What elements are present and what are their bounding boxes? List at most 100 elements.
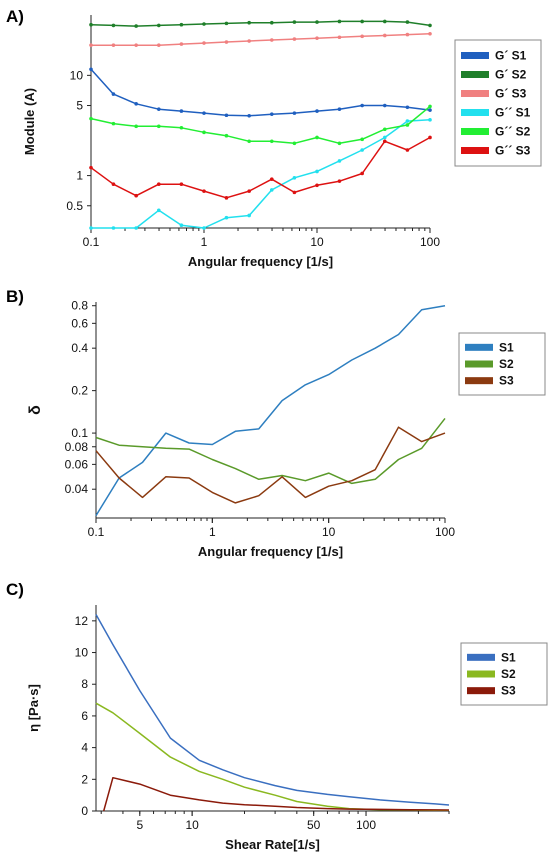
legend-label: S1 [501,650,516,664]
data-point [269,188,274,192]
series-g-s3 [89,135,432,200]
legend-swatch [465,377,493,385]
data-point [428,23,432,28]
data-point [292,176,297,180]
data-point [428,135,432,140]
y-tick-label: 0.08 [65,440,89,454]
y-tick-label: 1 [76,169,83,183]
y-tick-label: 0.06 [65,457,89,471]
series-line [90,105,431,145]
x-tick-label: 100 [420,235,440,249]
y-axis-label: δ [27,405,44,415]
data-point [134,43,138,47]
data-point [428,118,432,122]
data-point [179,223,184,227]
data-point [315,183,319,188]
data-point [134,124,138,129]
data-point [89,116,93,121]
legend-label: S3 [501,684,516,698]
data-point [360,171,364,176]
panel-label: A) [6,7,24,26]
data-point [269,38,274,42]
data-point [224,196,229,200]
data-point [134,102,138,106]
data-point [382,19,387,24]
data-point [224,113,229,118]
y-tick-label: 5 [76,99,83,113]
x-axis-label: Angular frequency [1/s] [188,254,333,269]
panel-label: C) [6,580,24,599]
y-tick-label: 2 [81,772,88,786]
data-point [428,108,432,112]
data-point [292,190,297,195]
x-tick-label: 50 [307,818,321,832]
x-tick-label: 0.1 [83,235,100,249]
legend-swatch [461,71,489,78]
data-point [224,21,229,26]
series-line [90,68,431,117]
series-g-s3 [89,31,432,47]
legend-label: G´´ S3 [495,144,531,158]
x-tick-label: 0.1 [88,525,105,539]
y-tick-label: 10 [75,646,89,660]
y-tick-label: 0.8 [71,299,88,313]
data-point [89,165,93,170]
legend-swatch [467,687,495,695]
data-point [156,43,161,47]
x-tick-label: 1 [201,235,208,249]
panel-label: B) [6,287,24,306]
series-g-s2 [89,19,432,28]
data-point [247,189,251,193]
data-point [428,31,432,36]
x-tick-label: 10 [185,818,199,832]
data-point [269,177,274,182]
x-axis-label: Angular frequency [1/s] [198,544,343,559]
legend-label: S1 [499,340,514,354]
data-point [360,103,364,108]
data-point [337,107,342,111]
legend-swatch [461,147,489,154]
data-point [382,127,387,132]
data-point [179,22,184,27]
data-point [156,107,161,111]
legend-swatch [465,360,493,368]
legend-label: G´´ S2 [495,125,531,139]
series-s2 [95,702,449,811]
data-point [202,111,206,115]
x-tick-label: 10 [322,525,336,539]
data-point [337,141,342,146]
data-point [360,148,364,152]
data-point [111,23,116,28]
x-tick-label: 100 [435,525,455,539]
y-tick-label: 10 [70,68,84,82]
data-point [405,20,410,24]
data-point [89,43,93,47]
data-point [315,36,319,40]
data-point [360,19,364,24]
data-point [382,139,387,144]
series-line [95,304,446,516]
series-s1 [95,304,446,516]
series-g-s1 [89,118,432,230]
legend-swatch [467,653,495,661]
data-point [134,24,138,28]
y-tick-label: 0.1 [71,426,88,440]
data-point [269,112,274,116]
data-point [315,169,319,174]
data-point [89,22,93,27]
y-tick-label: 8 [81,677,88,691]
y-tick-label: 0.6 [71,316,88,330]
legend-swatch [461,128,489,135]
chart-panel-3: C) 5 10 50 100 0 2 4 6 8 10 12 Shear Rate[1/s] η [Pa·… [6,580,548,852]
data-point [315,135,319,140]
data-point [89,67,93,72]
data-point [179,42,184,46]
x-tick-label: 100 [356,818,376,832]
series-s3 [102,776,450,812]
data-point [202,189,206,193]
series-line [95,417,446,485]
data-point [247,39,251,43]
data-point [315,20,319,24]
legend-label: G´ S3 [495,87,527,101]
